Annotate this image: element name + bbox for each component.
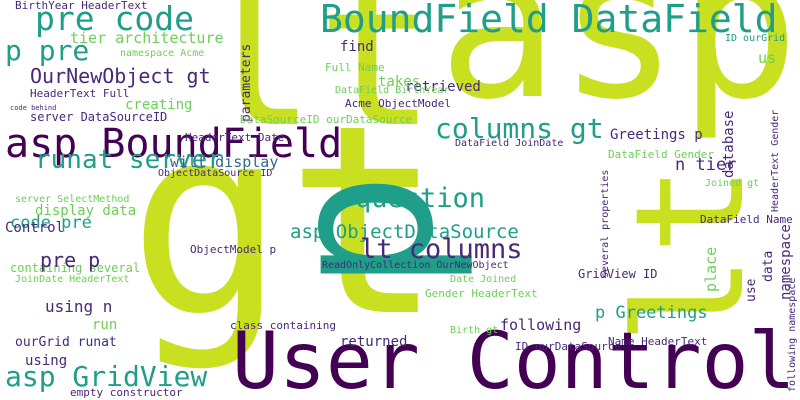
word: OurNewObject gt	[30, 64, 211, 88]
word: DataSourceID ourDataSource	[240, 113, 412, 126]
word: server DataSourceID	[30, 110, 167, 124]
word: class containing	[230, 319, 336, 332]
word: Gender HeaderText	[425, 287, 538, 300]
word: display data	[35, 203, 136, 219]
word: using n	[45, 297, 112, 316]
word: question	[355, 183, 485, 214]
word: server SelectMethod	[15, 194, 129, 205]
word: GridView ID	[578, 267, 657, 281]
word: retrieved	[405, 79, 481, 95]
word: Acme ObjectModel	[345, 97, 451, 110]
word: following	[500, 316, 581, 334]
word: p Greetings	[595, 303, 708, 323]
word: returned	[340, 334, 407, 350]
word: find	[340, 39, 374, 55]
word: ObjectModel p	[190, 243, 276, 256]
word: DataField Gender	[608, 148, 714, 161]
word: use	[744, 278, 759, 302]
word: ourGrid runat	[15, 335, 117, 350]
word: tier architecture	[70, 29, 224, 47]
word: asp ObjectDataSource	[290, 221, 519, 243]
word: DataField BirthYear	[335, 85, 449, 96]
word: several properties	[600, 170, 611, 278]
word: HeaderText Full	[30, 87, 129, 100]
word: following namespace	[787, 278, 798, 392]
word: lt	[196, 0, 437, 172]
word: parameters	[239, 44, 254, 122]
word: p pre	[5, 34, 89, 67]
word: code pre	[10, 213, 92, 233]
word: namespace	[778, 224, 794, 300]
word: DataField JoinDate	[455, 138, 563, 149]
word: Birth gt	[450, 325, 498, 336]
word: namespace Acme	[120, 48, 204, 59]
word: BoundField DataField	[320, 0, 778, 41]
word: Greetings p	[610, 127, 703, 143]
word: runat server	[35, 145, 223, 175]
word: place	[702, 247, 720, 292]
word: pre p	[40, 248, 100, 272]
word: creating	[125, 97, 192, 113]
word: asp GridView	[5, 360, 207, 393]
word: HeaderText Gender	[770, 110, 781, 212]
word: ID ourGrid	[725, 33, 785, 44]
word: Full Name	[325, 61, 385, 74]
word: pre code	[35, 0, 194, 38]
word: will display	[170, 153, 278, 171]
word: lt	[604, 164, 778, 345]
word: run	[92, 317, 117, 333]
word: HeaderText Date	[185, 131, 284, 144]
word: Joined gt	[705, 178, 759, 189]
word: code behind	[10, 104, 56, 112]
word: data	[761, 251, 776, 282]
word: Date Joined	[450, 274, 516, 285]
word: containing several	[10, 261, 140, 275]
word: using	[25, 353, 67, 369]
word: takes	[378, 74, 420, 90]
word: columns gt	[435, 112, 604, 145]
word: n tier	[675, 155, 736, 175]
word: empty constructor	[70, 386, 183, 399]
word: gt	[128, 69, 443, 374]
word: User Control	[232, 317, 796, 400]
word: p	[245, 172, 478, 292]
word: ID ourDataSource	[515, 340, 621, 353]
word: DataField Name	[700, 213, 793, 226]
word: BirthYear HeaderText	[15, 0, 147, 12]
word: Name HeaderText	[608, 335, 707, 348]
word: ObjectDataSource ID	[158, 168, 272, 179]
word: asp	[438, 0, 799, 144]
word: ReadOnlyCollection OurNewObject	[322, 260, 509, 271]
word: database	[721, 111, 737, 178]
word: us	[758, 49, 776, 67]
word: Control	[5, 220, 64, 236]
word: asp BoundField	[5, 121, 342, 167]
word: lt columns	[360, 234, 523, 265]
word: JoinDate HeaderText	[15, 274, 129, 285]
